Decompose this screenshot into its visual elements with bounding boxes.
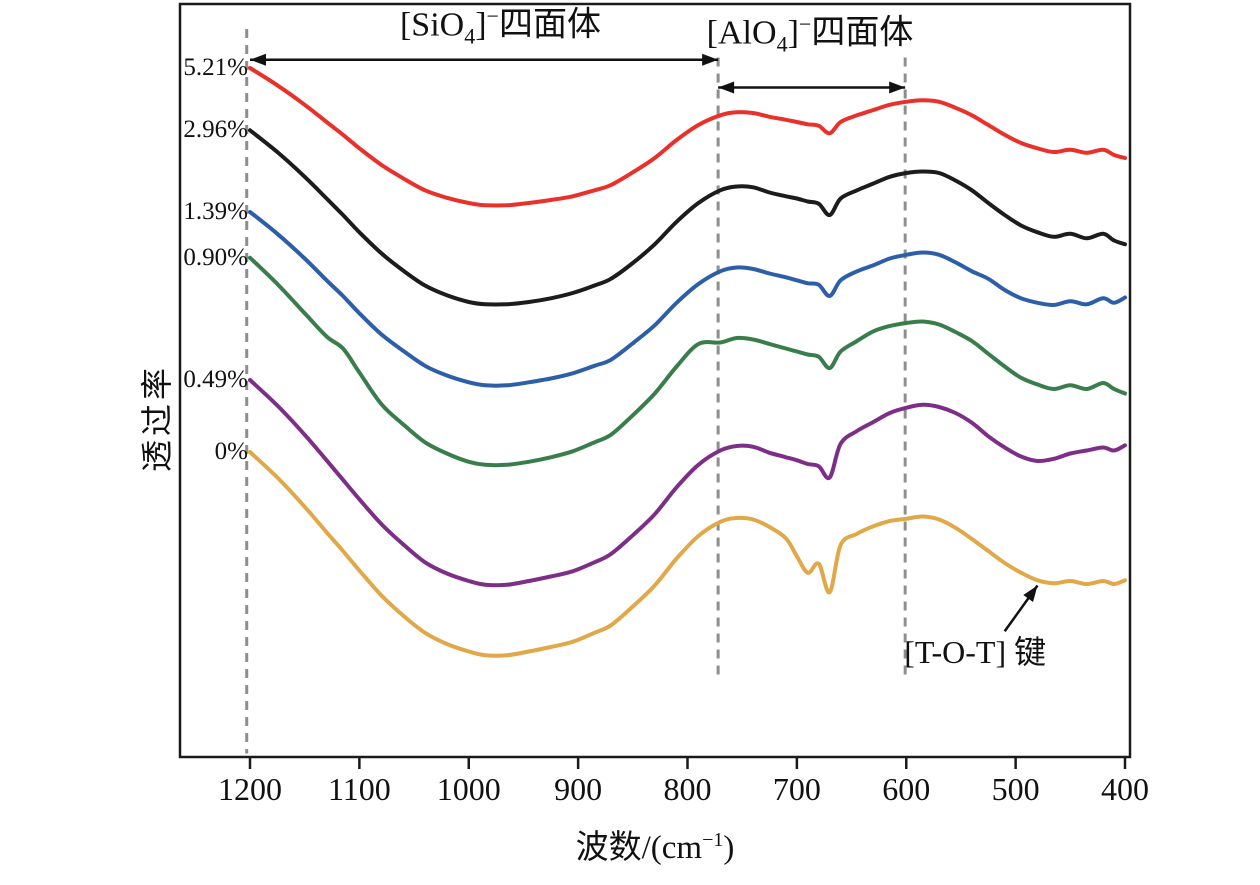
spectrum-curve-1.39% [248,210,1127,388]
spectrum-curve-5.21% [248,66,1127,208]
x-tick-label: 700 [773,771,821,807]
spectrum-curve-0.49% [248,378,1127,588]
spectrum-curve-0.90% [248,255,1127,468]
spectrum-curve-0% [248,450,1127,658]
sio4-band-range-double-arrow-head [702,53,719,66]
x-tick-label: 900 [554,771,602,807]
x-tick-label: 500 [992,771,1040,807]
sio4-band-range-double-arrow-head [250,53,266,66]
x-tick-label: 1000 [437,771,501,807]
x-tick-label: 1100 [328,771,391,807]
alo4-band-range-double-arrow-head [889,81,906,94]
x-tick-label: 1200 [218,771,282,807]
tot-bond-pointer-arrow-head [1023,585,1038,602]
spectrum-curve-2.96% [248,128,1127,307]
x-tick-label: 800 [664,771,712,807]
x-tick-label: 400 [1101,771,1149,807]
alo4-band-range-double-arrow-head [718,81,735,94]
x-tick-label: 600 [882,771,930,807]
plot-frame [178,2,1132,759]
